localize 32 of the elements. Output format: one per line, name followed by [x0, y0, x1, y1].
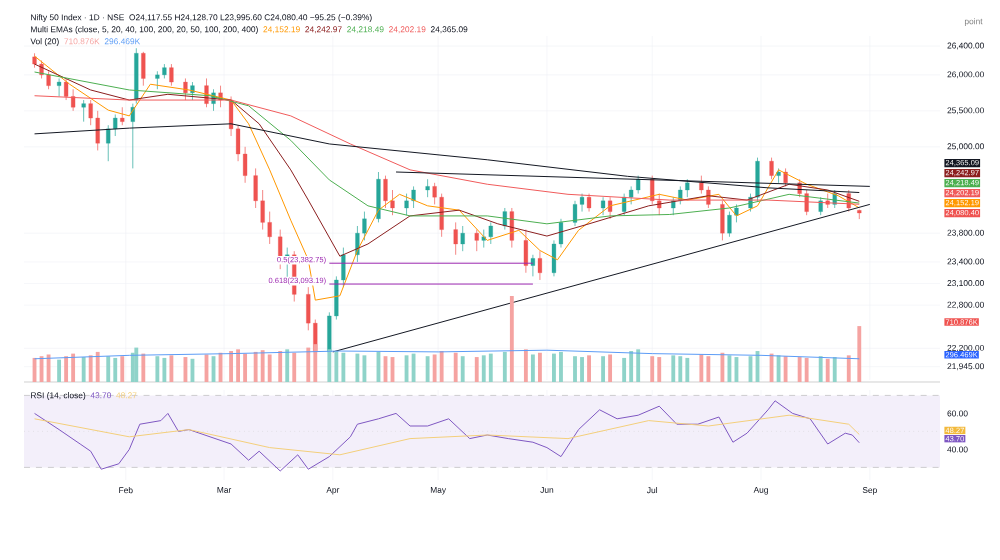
candlestick — [425, 178, 430, 198]
candlestick — [404, 193, 409, 216]
candlestick — [130, 103, 135, 169]
candlestick — [383, 175, 388, 209]
candlestick — [453, 222, 458, 256]
candlestick — [530, 254, 535, 277]
candlestick — [411, 186, 416, 209]
candlestick — [57, 78, 62, 97]
candlestick — [113, 114, 118, 137]
candlestick — [155, 70, 160, 90]
candlestick — [81, 99, 86, 122]
candlestick — [523, 229, 528, 274]
candlestick — [572, 200, 578, 227]
candlestick — [106, 124, 111, 162]
candlestick — [169, 63, 174, 87]
candlestick — [95, 110, 100, 151]
candlestick — [769, 157, 774, 180]
candlestick — [376, 171, 381, 223]
line-series — [34, 414, 860, 456]
candlestick — [601, 196, 606, 216]
candlestick — [460, 225, 465, 252]
candlestick — [481, 229, 486, 248]
candlestick — [537, 250, 542, 281]
candlestick — [134, 47, 139, 104]
line-series — [34, 71, 860, 225]
candlestick — [474, 229, 479, 252]
line-series — [34, 400, 860, 472]
line-series — [34, 55, 860, 301]
candlestick — [141, 51, 146, 87]
candlestick — [390, 189, 395, 216]
candlestick — [727, 211, 732, 238]
candlestick — [488, 222, 493, 245]
